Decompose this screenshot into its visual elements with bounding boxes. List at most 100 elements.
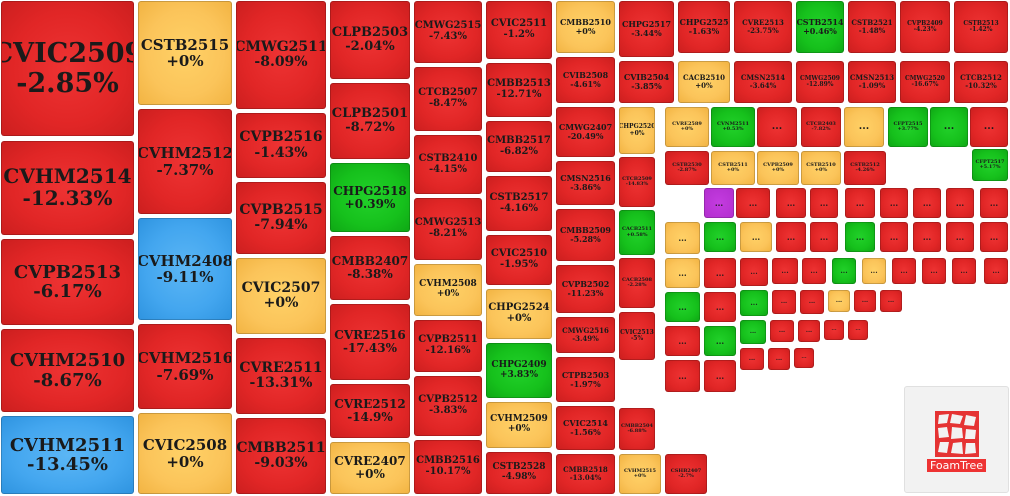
treemap-tile-cvpb2502[interactable]: CVPB2502 -11.23% bbox=[556, 265, 615, 313]
treemap-tile-cvre2516[interactable]: CVRE2516 -17.43% bbox=[330, 304, 410, 380]
treemap-tile-chpg2520[interactable]: CHPG2520 +0% bbox=[619, 107, 655, 154]
treemap-tile-cacb2508[interactable]: CACB2508 -2.28% bbox=[619, 258, 655, 308]
treemap-tile-chpg2524[interactable]: CHPG2524 +0% bbox=[486, 289, 552, 339]
treemap-tile-collapsed[interactable]: ... bbox=[704, 188, 734, 218]
treemap-tile-cacb2510[interactable]: CACB2510 +0% bbox=[678, 61, 730, 103]
treemap-tile-collapsed[interactable]: ... bbox=[772, 290, 796, 314]
treemap-tile-collapsed[interactable]: ... bbox=[740, 222, 772, 252]
treemap-tile-collapsed[interactable]: ... bbox=[665, 292, 700, 322]
treemap-tile-cmsn2514[interactable]: CMSN2514 -3.64% bbox=[734, 61, 792, 103]
treemap-tile-collapsed[interactable]: ... bbox=[824, 320, 844, 340]
treemap-tile-cmwg2407[interactable]: CMWG2407 -20.49% bbox=[556, 107, 615, 157]
treemap-tile-clpb2503[interactable]: CLPB2503 -2.04% bbox=[330, 1, 410, 79]
treemap-tile-cstb2514[interactable]: CSTB2514 +0.46% bbox=[796, 1, 844, 53]
treemap-tile-ctcb2512[interactable]: CTCB2512 -10.32% bbox=[954, 61, 1008, 103]
treemap-tile-cvhm2515[interactable]: CVHM2515 +0% bbox=[619, 454, 661, 494]
treemap-tile-cmwg2516[interactable]: CMWG2516 -3.49% bbox=[556, 317, 615, 353]
treemap-tile-collapsed[interactable]: ... bbox=[913, 222, 941, 252]
treemap-tile-collapsed[interactable]: ... bbox=[810, 188, 838, 218]
treemap-tile-cstb2521[interactable]: CSTB2521 -1.48% bbox=[848, 1, 896, 53]
treemap-tile-cvhm2508[interactable]: CVHM2508 +0% bbox=[414, 264, 482, 316]
treemap-tile-cvhm2516[interactable]: CVHM2516 -7.69% bbox=[138, 324, 232, 409]
treemap-tile-cvre2511[interactable]: CVRE2511 -13.31% bbox=[236, 338, 326, 414]
treemap-tile-cmbb2517[interactable]: CMBB2517 -6.82% bbox=[486, 121, 552, 172]
treemap-tile-collapsed[interactable]: ... bbox=[800, 290, 824, 314]
treemap-tile-cstb2512[interactable]: CSTB2512 -4.26% bbox=[844, 151, 886, 185]
treemap-tile-cvib2504[interactable]: CVIB2504 -3.85% bbox=[619, 61, 674, 103]
treemap-tile-cvpb2513[interactable]: CVPB2513 -6.17% bbox=[1, 239, 134, 325]
treemap-tile-cstb2515[interactable]: CSTB2515 +0% bbox=[138, 1, 232, 105]
treemap-tile-collapsed[interactable]: ... bbox=[946, 188, 974, 218]
treemap-tile-collapsed[interactable]: ... bbox=[922, 258, 946, 284]
treemap-tile-cstb2510[interactable]: CSTB2510 +0% bbox=[801, 151, 841, 185]
treemap-tile-collapsed[interactable]: ... bbox=[832, 258, 856, 284]
treemap-tile-cshb2407[interactable]: CSHB2407 -2.7% bbox=[665, 454, 707, 494]
treemap-tile-cfpt2517[interactable]: CFPT2517 +5.17% bbox=[972, 149, 1008, 181]
treemap-tile-cvpb2515[interactable]: CVPB2515 -7.94% bbox=[236, 182, 326, 254]
treemap-tile-cvre2512[interactable]: CVRE2512 -14.9% bbox=[330, 384, 410, 438]
treemap-tile-collapsed[interactable]: ... bbox=[768, 348, 790, 370]
treemap-tile-cvhm2408[interactable]: CVHM2408 -9.11% bbox=[138, 218, 232, 320]
treemap-tile-cvnm2511[interactable]: CVNM2511 +0.53% bbox=[711, 107, 755, 147]
treemap-tile-cmwg2515[interactable]: CMWG2515 -7.43% bbox=[414, 1, 482, 63]
treemap-tile-cstb2513[interactable]: CSTB2513 -1.42% bbox=[954, 1, 1008, 53]
treemap-tile-cvpb2516[interactable]: CVPB2516 -1.43% bbox=[236, 113, 326, 178]
treemap-tile-collapsed[interactable]: ... bbox=[704, 222, 736, 252]
treemap-tile-collapsed[interactable]: ... bbox=[704, 326, 736, 356]
treemap-tile-collapsed[interactable]: ... bbox=[776, 188, 806, 218]
treemap-tile-collapsed[interactable]: ... bbox=[913, 188, 941, 218]
treemap-tile-cvpb2512[interactable]: CVPB2512 -3.83% bbox=[414, 376, 482, 436]
treemap-tile-ctcb2509[interactable]: CTCB2509 -14.83% bbox=[619, 157, 655, 207]
treemap-tile-cstb2511[interactable]: CSTB2511 +0% bbox=[711, 151, 755, 185]
treemap-tile-cvib2508[interactable]: CVIB2508 -4.61% bbox=[556, 57, 615, 103]
treemap-tile-cmbb2511[interactable]: CMBB2511 -9.03% bbox=[236, 418, 326, 494]
treemap-tile-chpg2518[interactable]: CHPG2518 +0.39% bbox=[330, 163, 410, 232]
treemap-tile-collapsed[interactable]: ... bbox=[665, 222, 700, 254]
treemap-tile-collapsed[interactable]: ... bbox=[794, 348, 814, 368]
treemap-tile-cvre2407[interactable]: CVRE2407 +0% bbox=[330, 442, 410, 494]
treemap-tile-collapsed[interactable]: ... bbox=[880, 290, 902, 312]
treemap-tile-cmwg2511[interactable]: CMWG2511 -8.09% bbox=[236, 1, 326, 109]
treemap-tile-collapsed[interactable]: ... bbox=[980, 188, 1008, 218]
treemap-tile-ctcb2403[interactable]: CTCB2403 -7.82% bbox=[801, 107, 841, 147]
treemap-tile-cfpt2515[interactable]: CFPT2515 +3.77% bbox=[888, 107, 928, 147]
treemap-tile-cvic2509[interactable]: CVIC2509-2.85% bbox=[1, 1, 134, 136]
treemap-tile-collapsed[interactable]: ... bbox=[845, 188, 875, 218]
treemap-tile-collapsed[interactable]: ... bbox=[880, 222, 908, 252]
treemap-tile-cmbb2510[interactable]: CMBB2510 +0% bbox=[556, 1, 615, 53]
treemap-tile-collapsed[interactable]: ... bbox=[740, 258, 768, 286]
treemap-tile-collapsed[interactable]: ... bbox=[798, 320, 820, 342]
treemap-tile-collapsed[interactable]: ... bbox=[862, 258, 886, 284]
treemap-tile-collapsed[interactable]: ... bbox=[757, 107, 797, 147]
treemap-tile-cmwg2513[interactable]: CMWG2513 -8.21% bbox=[414, 198, 482, 260]
treemap-tile-cstb2517[interactable]: CSTB2517 -4.16% bbox=[486, 176, 552, 231]
treemap-tile-collapsed[interactable]: ... bbox=[665, 258, 700, 288]
treemap-tile-cmbb2509[interactable]: CMBB2509 -5.28% bbox=[556, 209, 615, 261]
treemap-tile-cvre2589[interactable]: CVRE2589 +0% bbox=[665, 107, 709, 147]
treemap-tile-cvhm2509[interactable]: CVHM2509 +0% bbox=[486, 402, 552, 448]
treemap-tile-cvre2513[interactable]: CVRE2513 -23.75% bbox=[734, 1, 792, 53]
treemap-tile-cmsn2516[interactable]: CMSN2516 -3.86% bbox=[556, 161, 615, 205]
treemap-tile-ctpb2503[interactable]: CTPB2503 -1.97% bbox=[556, 357, 615, 402]
treemap-tile-collapsed[interactable]: ... bbox=[980, 222, 1008, 252]
treemap-tile-cvic2513[interactable]: CVIC2513 -5% bbox=[619, 312, 655, 360]
treemap-tile-collapsed[interactable]: ... bbox=[952, 258, 976, 284]
treemap-tile-collapsed[interactable]: ... bbox=[810, 222, 838, 252]
treemap-tile-cmwg2509[interactable]: CMWG2509 -12.89% bbox=[796, 61, 844, 103]
treemap-tile-cvic2514[interactable]: CVIC2514 -1.56% bbox=[556, 406, 615, 450]
treemap-tile-collapsed[interactable]: ... bbox=[704, 292, 736, 322]
treemap-tile-cmbb2516[interactable]: CMBB2516 -10.17% bbox=[414, 440, 482, 494]
treemap-tile-cvpb2409[interactable]: CVPB2409 -4.23% bbox=[900, 1, 950, 53]
treemap-tile-cvic2510[interactable]: CVIC2510 -1.95% bbox=[486, 235, 552, 285]
treemap-tile-collapsed[interactable]: ... bbox=[880, 188, 908, 218]
treemap-tile-collapsed[interactable]: ... bbox=[704, 360, 736, 392]
treemap-tile-cstb2528[interactable]: CSTB2528 -4.98% bbox=[486, 452, 552, 494]
treemap-tile-collapsed[interactable]: ... bbox=[854, 290, 876, 312]
treemap-tile-collapsed[interactable]: ... bbox=[665, 326, 700, 356]
treemap-tile-cvhm2512[interactable]: CVHM2512 -7.37% bbox=[138, 109, 232, 214]
treemap-tile-collapsed[interactable]: ... bbox=[844, 107, 884, 147]
treemap-tile-cmwg2520[interactable]: CMWG2520 -16.67% bbox=[900, 61, 950, 103]
treemap-tile-collapsed[interactable]: ... bbox=[946, 222, 974, 252]
treemap-tile-collapsed[interactable]: ... bbox=[984, 258, 1008, 284]
treemap-tile-cmsn2513[interactable]: CMSN2513 -1.09% bbox=[848, 61, 896, 103]
